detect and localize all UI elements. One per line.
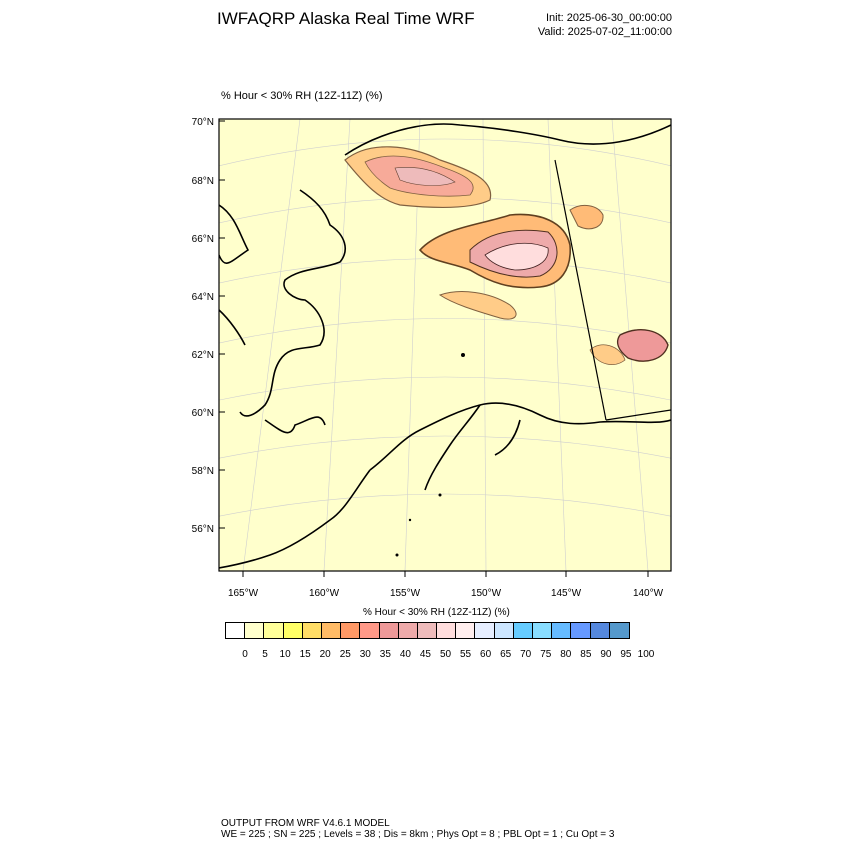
lat-label: 56°N — [192, 524, 214, 535]
colorbar-cell — [417, 623, 438, 638]
contour-interior — [418, 213, 571, 320]
colorbar-cell — [494, 623, 514, 638]
colorbar-label: 15 — [299, 649, 311, 660]
lat-label: 60°N — [192, 408, 214, 419]
colorbar-cell — [609, 623, 629, 638]
map-frame — [218, 118, 672, 572]
lon-label: 165°W — [228, 588, 259, 599]
lon-label: 145°W — [551, 588, 582, 599]
colorbar-cell — [571, 623, 591, 638]
lat-label: 58°N — [192, 466, 214, 477]
colorbar-cell — [552, 623, 572, 638]
colorbar-cell — [360, 623, 380, 638]
colorbar-cell — [590, 623, 610, 638]
colorbar-cell — [475, 623, 495, 638]
colorbar-title: % Hour < 30% RH (12Z-11Z) (%) — [363, 607, 510, 618]
colorbar-label: 60 — [480, 649, 492, 660]
colorbar-label: 75 — [540, 649, 552, 660]
colorbar — [225, 622, 630, 639]
colorbar-cell — [437, 623, 457, 638]
valid-time: Valid: 2025-07-02_11:00:00 — [537, 26, 672, 38]
colorbar-label: 5 — [262, 649, 268, 660]
colorbar-label: 45 — [419, 649, 431, 660]
colorbar-label: 65 — [500, 649, 512, 660]
footer-model: OUTPUT FROM WRF V4.6.1 MODEL — [221, 818, 390, 829]
lat-label: 62°N — [192, 350, 214, 361]
lat-label: 64°N — [192, 292, 214, 303]
colorbar-cell — [226, 623, 246, 638]
colorbar-label: 70 — [520, 649, 532, 660]
colorbar-cell — [321, 623, 342, 638]
islands — [395, 353, 465, 557]
colorbar-label: 100 — [637, 649, 655, 660]
contour-north-slope — [344, 146, 492, 209]
colorbar-cell — [533, 623, 553, 638]
lat-label: 70°N — [192, 117, 214, 128]
colorbar-label: 10 — [279, 649, 291, 660]
colorbar-cell — [245, 623, 265, 638]
init-time: Init: 2025-06-30_00:00:00 — [546, 12, 672, 24]
coastline — [219, 123, 671, 569]
colorbar-label: 80 — [560, 649, 572, 660]
colorbar-label: 55 — [459, 649, 472, 660]
colorbar-label: 85 — [580, 649, 592, 660]
lon-label: 150°W — [471, 588, 502, 599]
colorbar-label: 25 — [339, 649, 351, 660]
field-title: % Hour < 30% RH (12Z-11Z) (%) — [221, 90, 383, 102]
colorbar-cell — [379, 623, 399, 638]
colorbar-label: 20 — [319, 649, 331, 660]
colorbar-cell — [264, 623, 284, 638]
lon-label: 160°W — [309, 588, 340, 599]
lat-axis: 70°N 68°N 66°N 64°N 62°N 60°N 58°N 56°N — [192, 117, 225, 535]
lon-label: 155°W — [390, 588, 421, 599]
footer-params: WE = 225 ; SN = 225 ; Levels = 38 ; Dis … — [221, 829, 615, 840]
colorbar-label: 90 — [600, 649, 612, 660]
colorbar-cell — [302, 623, 322, 638]
colorbar-cell — [283, 623, 303, 638]
lat-label: 68°N — [192, 176, 214, 187]
lon-label: 140°W — [633, 588, 664, 599]
colorbar-cell — [456, 623, 476, 638]
lon-axis: 165°W 160°W 155°W 150°W 145°W 140°W — [228, 571, 664, 599]
colorbar-label: 30 — [359, 649, 371, 660]
lat-label: 66°N — [192, 234, 214, 245]
colorbar-label: 50 — [439, 649, 452, 660]
colorbar-cell — [341, 623, 361, 638]
colorbar-label: 95 — [620, 649, 632, 660]
border — [554, 159, 671, 421]
chart-title: IWFAQRP Alaska Real Time WRF — [217, 9, 475, 28]
colorbar-cell — [398, 623, 418, 638]
colorbar-label: 40 — [399, 649, 411, 660]
contour-yukon — [569, 204, 669, 365]
colorbar-label: 0 — [242, 649, 248, 660]
colorbar-label: 35 — [379, 649, 391, 660]
colorbar-cell — [513, 623, 533, 638]
